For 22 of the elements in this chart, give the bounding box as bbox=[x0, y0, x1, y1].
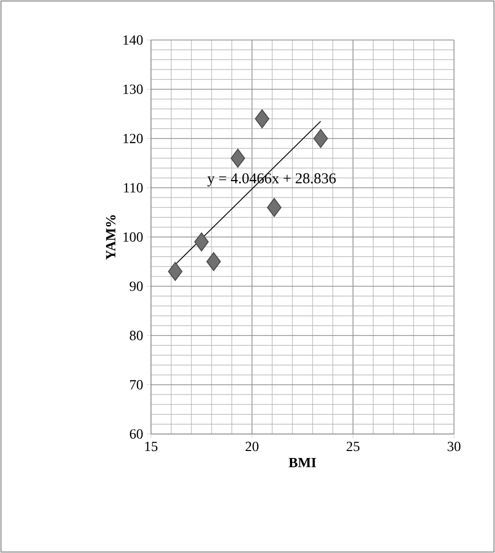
y-tick-label: 130 bbox=[124, 84, 143, 94]
y-tick-label: 70 bbox=[130, 380, 143, 390]
x-tick-label: 25 bbox=[346, 442, 360, 452]
y-tick-label: 60 bbox=[130, 429, 143, 439]
point bbox=[266, 198, 282, 217]
point bbox=[194, 232, 209, 252]
point bbox=[254, 109, 270, 128]
x-tick-label: 20 bbox=[246, 442, 258, 452]
y-tick-label: 100 bbox=[124, 232, 143, 242]
y-tick-label: 120 bbox=[124, 134, 143, 144]
y-axis-title: YAM% bbox=[106, 215, 116, 260]
point bbox=[230, 148, 246, 168]
x-axis-title: BMI bbox=[288, 458, 316, 468]
y-tick-label: 80 bbox=[130, 330, 143, 340]
x-tick-label: 30 bbox=[448, 442, 460, 452]
point bbox=[206, 252, 221, 272]
x-tick-label: 15 bbox=[145, 442, 158, 452]
y-tick-label: 110 bbox=[124, 183, 143, 192]
point bbox=[313, 129, 328, 148]
point bbox=[168, 262, 182, 281]
y-tick-label: 90 bbox=[130, 282, 143, 291]
y-tick-label: 140 bbox=[124, 35, 143, 45]
